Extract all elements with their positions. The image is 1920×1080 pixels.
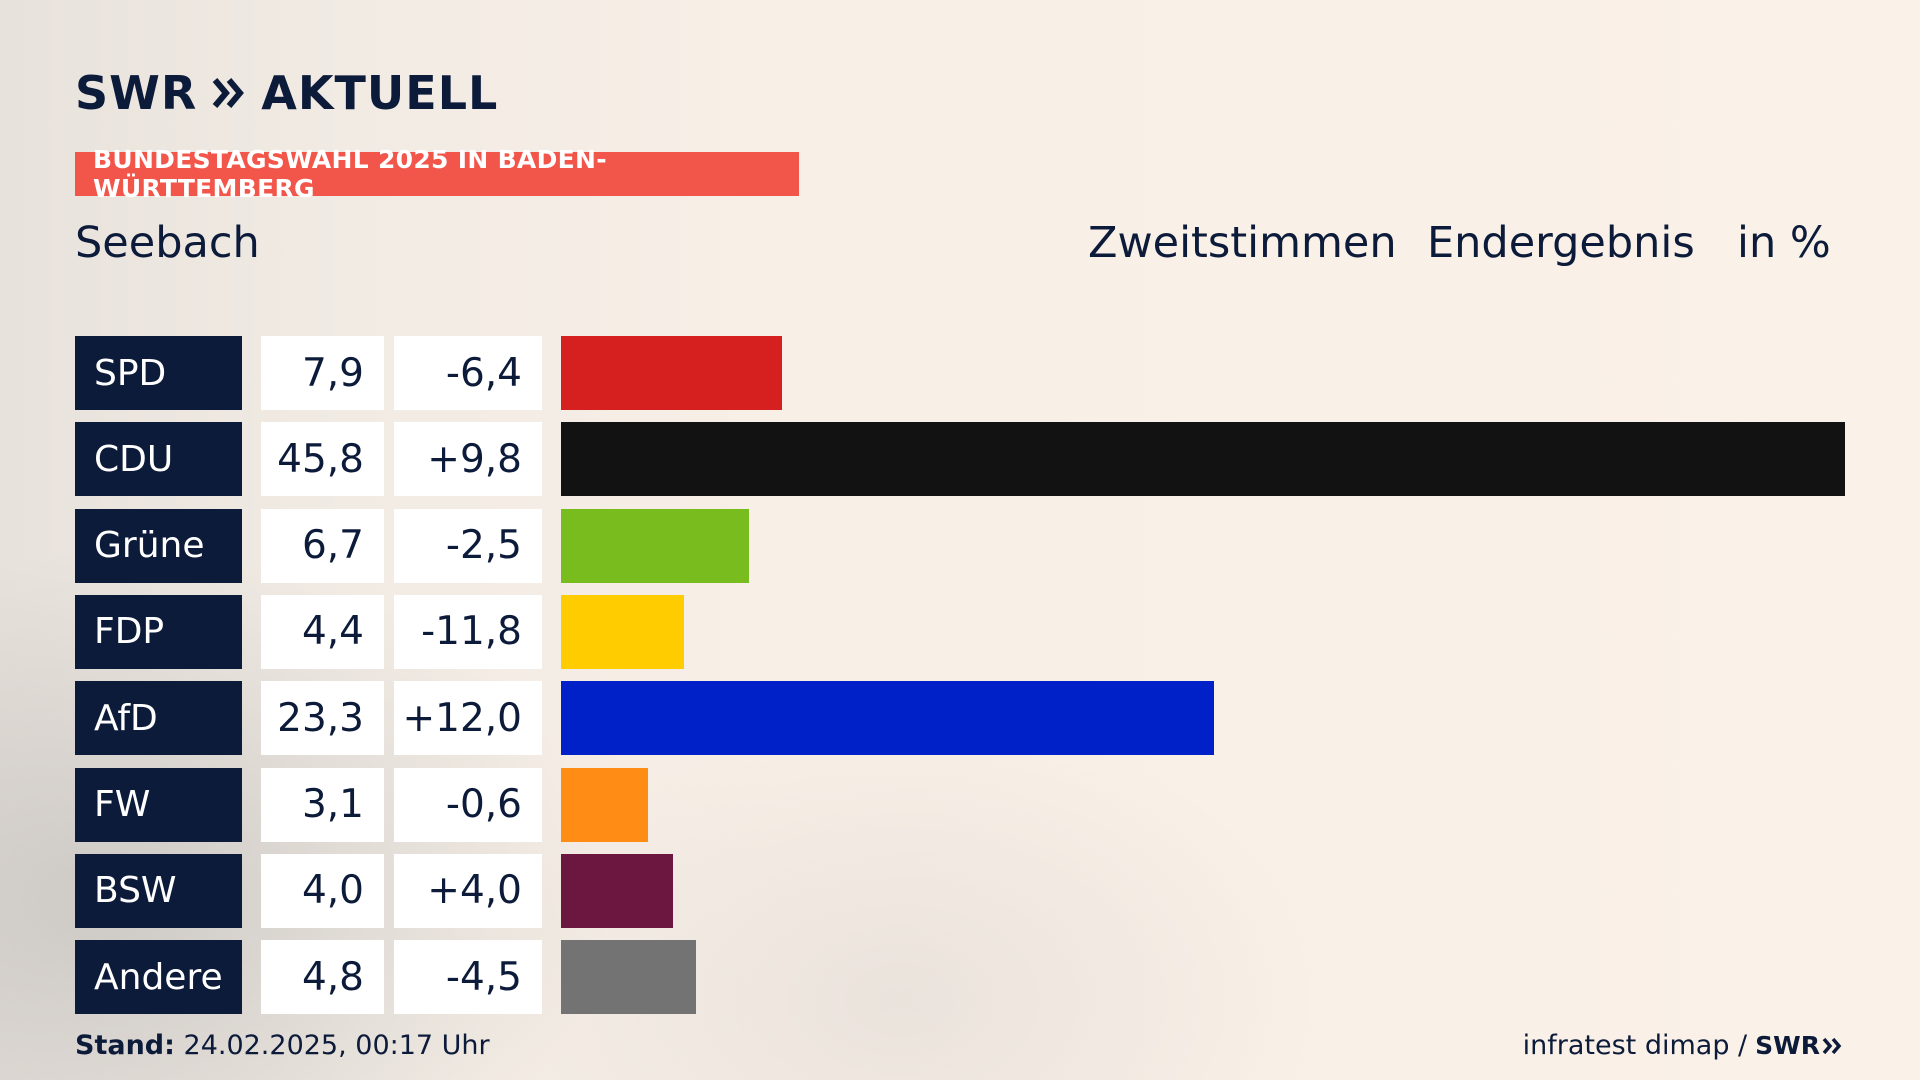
vote-share-value: 4,0 [261,853,384,928]
party-label: SPD [75,336,242,410]
swr-mini-logo: SWR [1755,1031,1844,1060]
vote-share-value: 45,8 [261,422,384,497]
place-name: Seebach [75,218,260,268]
header-endergebnis: Endergebnis [1427,218,1695,268]
vote-share-bar [561,508,749,583]
header-unit: in % [1737,218,1831,268]
party-label: AfD [75,681,242,756]
vote-share-value: 7,9 [261,336,384,410]
stand-timestamp: Stand: 24.02.2025, 00:17 Uhr [75,1030,490,1061]
mini-chevron-icon [1822,1037,1842,1054]
source-credit: infratest dimap / SWR [1523,1030,1844,1061]
swr-aktuell-logo: SWR AKTUELL [75,66,498,120]
result-row: Andere 4,8 -4,5 [75,940,1845,1015]
change-value: -0,6 [394,767,542,842]
header-zweitstimmen: Zweitstimmen [1088,218,1397,268]
party-label: BSW [75,853,242,928]
source-text: infratest dimap / [1522,1030,1748,1061]
result-row: AfD 23,3 +12,0 [75,681,1845,756]
swr-mini-logo-text: SWR [1755,1031,1820,1060]
party-label: FDP [75,594,242,669]
election-banner: BUNDESTAGSWAHL 2025 IN BADEN-WÜRTTEMBERG [75,145,799,203]
vote-share-bar [561,940,696,1015]
vote-share-bar [561,767,648,842]
change-value: +4,0 [394,853,542,928]
vote-share-value: 3,1 [261,767,384,842]
result-row: SPD 7,9 -6,4 [75,336,1845,410]
logo-swr-text: SWR [75,66,198,120]
party-label: Grüne [75,508,242,583]
vote-share-value: 6,7 [261,508,384,583]
vote-share-bar [561,336,782,410]
change-value: -2,5 [394,508,542,583]
result-row: BSW 4,0 +4,0 [75,853,1845,928]
change-value: +9,8 [394,422,542,497]
vote-share-value: 4,4 [261,594,384,669]
double-chevron-icon [211,75,247,111]
stand-label: Stand: [75,1030,175,1061]
result-row: Grüne 6,7 -2,5 [75,508,1845,583]
change-value: -4,5 [394,940,542,1015]
result-row: FW 3,1 -0,6 [75,767,1845,842]
party-label: Andere [75,940,242,1015]
party-label: FW [75,767,242,842]
change-value: -11,8 [394,594,542,669]
result-row: FDP 4,4 -11,8 [75,594,1845,669]
vote-share-bar [561,681,1214,756]
logo-aktuell-text: AKTUELL [261,66,499,120]
result-row: CDU 45,8 +9,8 [75,422,1845,497]
stand-value: 24.02.2025, 00:17 Uhr [183,1030,490,1061]
vote-share-bar [561,422,1845,497]
vote-share-value: 23,3 [261,681,384,756]
change-value: +12,0 [394,681,542,756]
vote-share-bar [561,853,673,928]
vote-share-bar [561,594,684,669]
vote-share-value: 4,8 [261,940,384,1015]
change-value: -6,4 [394,336,542,410]
party-label: CDU [75,422,242,497]
